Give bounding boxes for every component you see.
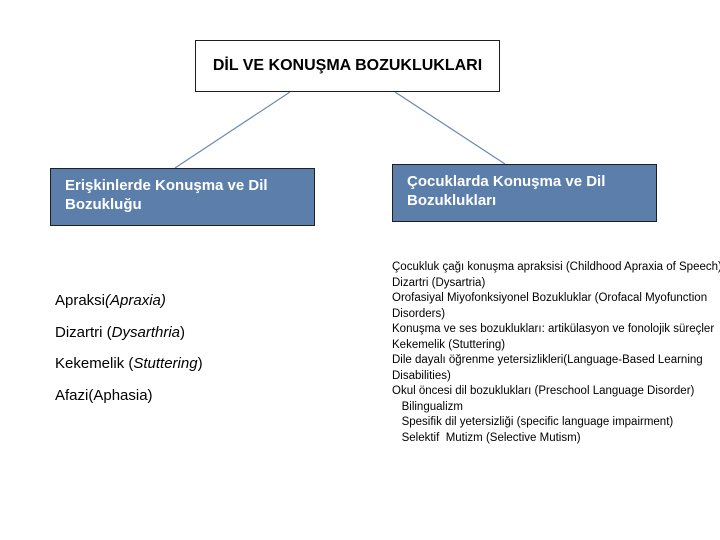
left-branch-title: Erişkinlerde Konuşma ve Dil Bozukluğu	[65, 177, 300, 215]
right-branch-node: Çocuklarda Konuşma ve Dil Bozuklukları	[392, 164, 657, 222]
list-item: Orofasiyal Miyofonksiyonel Bozukluklar (…	[392, 291, 720, 322]
item-main: Afazi(Aphasia)	[55, 387, 153, 404]
left-branch-node: Erişkinlerde Konuşma ve Dil Bozukluğu	[50, 168, 315, 226]
item-main: Apraksi	[55, 292, 105, 309]
list-item: Bilingualizm	[392, 400, 720, 416]
item-main: Dizartri (	[55, 324, 112, 341]
left-leaf-list: Apraksi(Apraxia)Dizartri (Dysarthria)Kek…	[55, 285, 315, 411]
item-tail: )	[180, 324, 185, 341]
right-leaf-list: Çocukluk çağı konuşma apraksisi (Childho…	[392, 260, 720, 446]
list-item: Selektif Mutizm (Selective Mutism)	[392, 431, 720, 447]
item-main: Kekemelik (	[55, 355, 133, 372]
list-item: Kekemelik (Stuttering)	[392, 338, 720, 354]
list-item: Afazi(Aphasia)	[55, 380, 315, 412]
list-item: Dizartri (Dysartria)	[392, 276, 720, 292]
list-item: Dile dayalı öğrenme yetersizlikleri(Lang…	[392, 353, 720, 384]
list-item: Apraksi(Apraxia)	[55, 285, 315, 317]
list-item: Okul öncesi dil bozuklukları (Preschool …	[392, 384, 720, 400]
list-item: Spesifik dil yetersizliği (specific lang…	[392, 415, 720, 431]
item-sub: (Apraxia)	[105, 292, 166, 309]
list-item: Kekemelik (Stuttering)	[55, 348, 315, 380]
line-to-left	[175, 92, 290, 168]
right-branch-title: Çocuklarda Konuşma ve Dil Bozuklukları	[407, 173, 642, 211]
item-tail: )	[198, 355, 203, 372]
root-title: DİL VE KONUŞMA BOZUKLUKLARI	[213, 56, 482, 76]
item-sub: Dysarthria	[112, 324, 180, 341]
item-sub: Stuttering	[133, 355, 197, 372]
list-item: Konuşma ve ses bozuklukları: artikülasyo…	[392, 322, 720, 338]
list-item: Dizartri (Dysarthria)	[55, 317, 315, 349]
list-item: Çocukluk çağı konuşma apraksisi (Childho…	[392, 260, 720, 276]
root-node: DİL VE KONUŞMA BOZUKLUKLARI	[195, 40, 500, 92]
line-to-right	[395, 92, 505, 164]
